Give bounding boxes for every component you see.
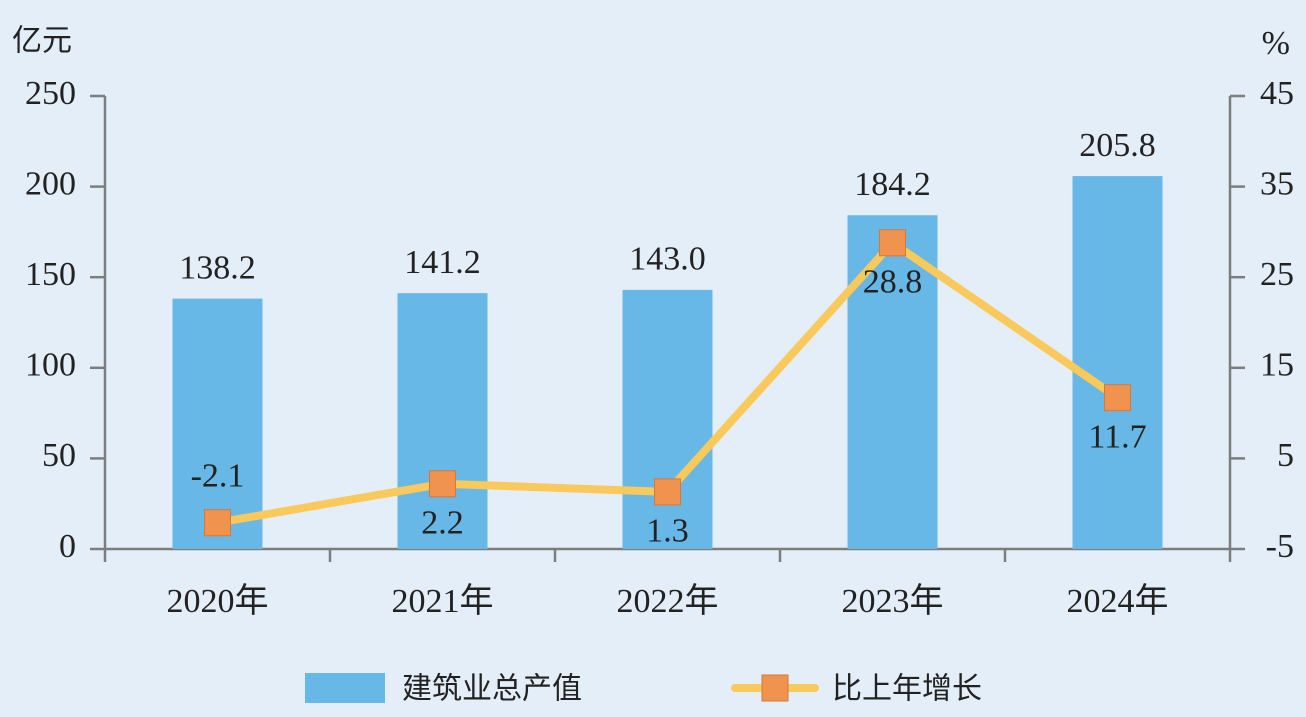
bar-value-label: 184.2	[854, 166, 931, 203]
x-tick-label: 2021年	[392, 582, 494, 620]
y2-tick-label: -5	[1266, 528, 1294, 565]
y2-tick-label: 45	[1260, 75, 1294, 112]
y2-axis-label: %	[1262, 25, 1290, 62]
marker	[879, 229, 906, 257]
marker	[654, 478, 681, 506]
x-tick-label: 2024年	[1067, 582, 1169, 620]
x-tick-label: 2020年	[167, 582, 269, 620]
bar-value-label: 141.2	[404, 244, 481, 281]
line-value-label: 11.7	[1088, 418, 1146, 455]
y2-tick-label: 5	[1277, 437, 1294, 474]
legend-swatch	[305, 673, 385, 703]
y-tick-label: 0	[59, 528, 76, 565]
bar-value-label: 143.0	[629, 241, 706, 278]
bar-value-label: 205.8	[1079, 127, 1156, 164]
x-tick-label: 2022年	[617, 582, 719, 620]
line-value-label: -2.1	[191, 458, 245, 495]
line-value-label: 2.2	[421, 505, 464, 542]
bar	[172, 298, 263, 549]
legend-swatch	[761, 674, 789, 702]
bar	[622, 289, 713, 549]
marker	[204, 509, 231, 537]
y-tick-label: 100	[25, 347, 76, 384]
y-tick-label: 150	[25, 256, 76, 293]
bar	[397, 293, 488, 549]
marker	[429, 470, 456, 498]
bar-value-label: 138.2	[179, 249, 256, 286]
legend-label: 建筑业总产值	[402, 672, 582, 707]
y-tick-label: 50	[42, 437, 76, 474]
y-axis-label: 亿元	[12, 24, 72, 59]
legend-label: 比上年增长	[832, 672, 982, 707]
y2-tick-label: 35	[1260, 165, 1294, 202]
y-tick-label: 250	[25, 75, 76, 112]
line-value-label: 1.3	[646, 513, 689, 550]
y2-tick-label: 25	[1260, 256, 1294, 293]
marker	[1104, 384, 1131, 412]
x-tick-label: 2023年	[842, 582, 944, 620]
bar	[1072, 176, 1163, 549]
y2-tick-label: 15	[1260, 347, 1294, 384]
y-tick-label: 200	[25, 165, 76, 202]
line-value-label: 28.8	[863, 264, 923, 301]
